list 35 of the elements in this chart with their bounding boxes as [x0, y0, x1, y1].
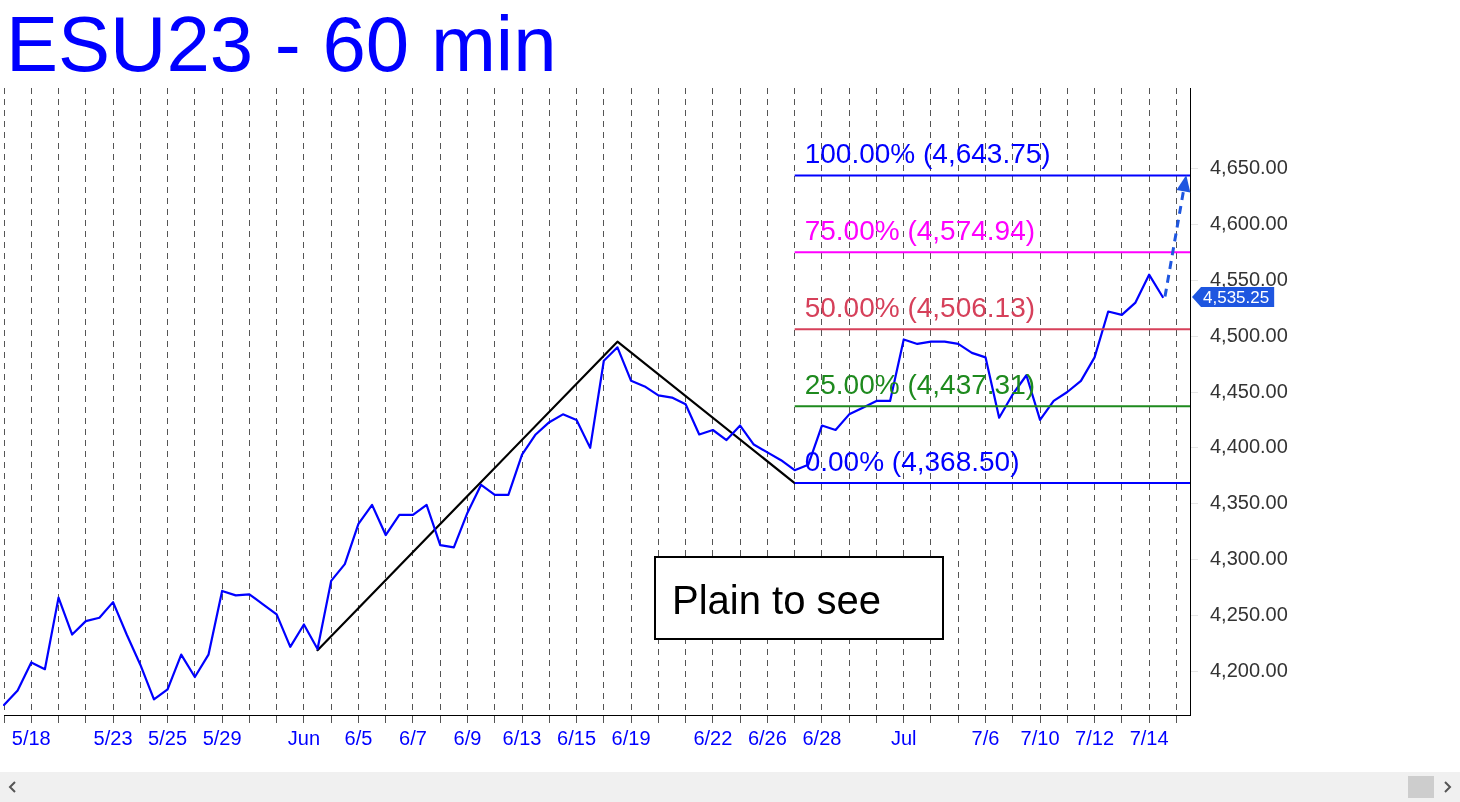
chart-title: ESU23 - 60 min — [6, 0, 557, 90]
y-tick-label: 4,200.00 — [1210, 658, 1288, 681]
y-tick-label: 4,500.00 — [1210, 323, 1288, 346]
ref-line-label: 50.00% (4,506.13) — [804, 291, 1036, 323]
y-tick-label: 4,450.00 — [1210, 379, 1288, 402]
y-tick-label: 4,300.00 — [1210, 547, 1288, 570]
x-tick-label: 5/29 — [202, 726, 242, 749]
y-tick-label: 4,600.00 — [1210, 211, 1288, 234]
y-tick-label: 4,400.00 — [1210, 435, 1288, 458]
x-tick-label: 6/22 — [693, 726, 733, 749]
x-tick-label: 6/26 — [747, 726, 787, 749]
x-tick-label: 5/18 — [11, 726, 51, 749]
x-tick-label: 6/28 — [802, 726, 842, 749]
text: 4,535.25 — [1203, 287, 1270, 307]
x-tick-label: 6/9 — [453, 726, 482, 749]
y-tick-label: 4,650.00 — [1210, 155, 1288, 178]
ref-line-label: 100.00% (4,643.75) — [804, 138, 1051, 170]
x-tick-label: Jun — [287, 726, 321, 749]
x-tick-label: 6/19 — [611, 726, 651, 749]
x-tick-label: 7/6 — [971, 726, 1000, 749]
x-tick-label: 6/5 — [344, 726, 373, 749]
x-tick-label: 6/13 — [502, 726, 542, 749]
x-tick-label: 6/15 — [557, 726, 597, 749]
y-tick-label: 4,250.00 — [1210, 603, 1288, 626]
y-tick-label: 4,350.00 — [1210, 491, 1288, 514]
x-tick-label: 5/23 — [93, 726, 133, 749]
x-tick-label: Jul — [890, 726, 917, 749]
annotation: Plain to see — [654, 556, 944, 640]
x-tick-label: 6/7 — [399, 726, 427, 749]
ref-line-label: 75.00% (4,574.94) — [804, 215, 1036, 247]
x-tick-label: 7/12 — [1075, 726, 1115, 749]
x-tick-label: 7/14 — [1129, 726, 1169, 749]
y-tick-label: 4,550.00 — [1210, 267, 1288, 290]
x-tick-label: 5/25 — [148, 726, 188, 749]
x-tick-label: 7/10 — [1020, 726, 1060, 749]
